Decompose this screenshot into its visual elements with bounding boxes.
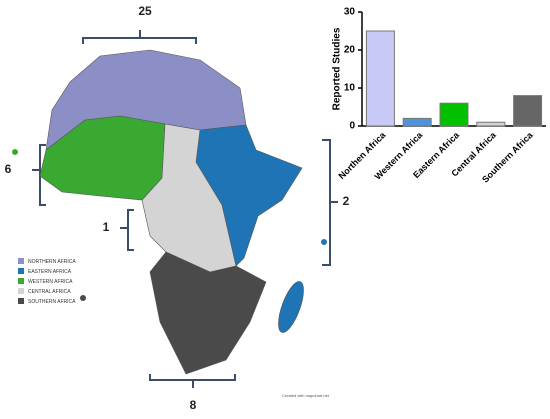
- region-count: 8: [190, 398, 197, 412]
- brackets: [32, 30, 338, 388]
- map-region: [321, 239, 327, 245]
- bracket-north: [82, 30, 197, 44]
- credit: Created with mapchart.net: [282, 393, 330, 398]
- map-region: [12, 149, 18, 155]
- legend-label: EASTERN AFRICA: [28, 269, 72, 275]
- bar: [476, 121, 506, 127]
- y-tick-label: 30: [344, 7, 356, 18]
- map-region: [149, 251, 267, 375]
- region-count: 25: [138, 4, 152, 18]
- y-tick-label: 10: [344, 83, 356, 94]
- legend-swatch: [18, 258, 24, 264]
- bracket-central: [120, 209, 134, 251]
- legend-swatch: [18, 278, 24, 284]
- legend-label: SOUTHERN AFRICA: [28, 299, 76, 305]
- map-region: [80, 295, 86, 301]
- legend-swatch: [18, 298, 24, 304]
- legend-label: NORTHERN AFRICA: [28, 259, 76, 265]
- legend-label: WESTERN AFRICA: [28, 279, 73, 285]
- bar: [402, 117, 432, 127]
- bar: [439, 102, 469, 127]
- y-axis-label: Reported Studies: [332, 27, 343, 110]
- legend-swatch: [18, 288, 24, 294]
- bracket-east: [322, 139, 338, 266]
- map-region: [278, 281, 304, 333]
- bar: [513, 95, 543, 127]
- legend-label: CENTRAL AFRICA: [28, 289, 71, 295]
- y-tick-label: 20: [344, 45, 356, 56]
- region-count: 6: [5, 162, 12, 176]
- legend-swatch: [18, 268, 24, 274]
- region-count: 1: [103, 220, 110, 234]
- bracket-south: [149, 374, 236, 388]
- bar: [365, 30, 395, 127]
- y-tick-label: 0: [349, 121, 355, 132]
- region-count: 2: [343, 194, 350, 208]
